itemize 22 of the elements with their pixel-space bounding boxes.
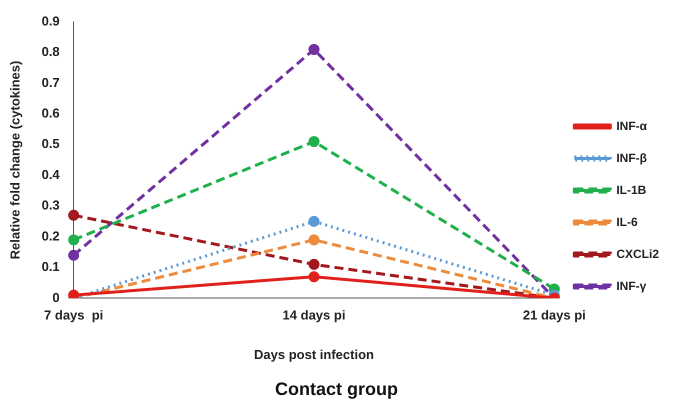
legend-label: INF-γ [616,278,647,293]
y-tick-label: 0.1 [42,259,60,274]
y-tick-label: 0.5 [42,136,60,152]
y-tick-label: 0.7 [42,74,60,90]
legend-label: INF-α [616,118,648,133]
y-tick-label: 0 [52,290,60,305]
x-axis-title: Days post infection [254,347,374,362]
y-tick-label: 0.3 [42,198,60,213]
text: Contact group [275,379,398,400]
y-axis-title: Relative fold change (cytokines) [7,60,22,260]
x-tick-label: 14 days pi [282,308,346,323]
legend-label: CXCLi2 [616,246,660,261]
legend-label: IL-1B [616,182,647,197]
y-tick-label: 0.4 [42,166,60,182]
x-tick-label: 7 days pi [44,308,104,323]
y-tick-label: 0.2 [42,228,60,244]
legend-label: IL-6 [616,214,638,229]
legend-label: INF-β [616,150,647,165]
x-tick-label: 21 days pi [522,308,586,323]
y-tick-label: 0.6 [42,106,60,121]
y-tick-label: 0.8 [42,44,60,60]
y-tick-label: 0.9 [42,13,60,28]
